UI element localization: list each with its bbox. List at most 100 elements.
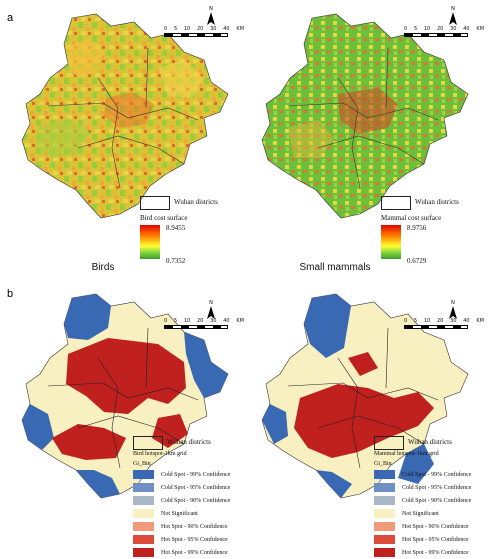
north-label: N: [209, 300, 213, 306]
scale-tick: 0: [164, 318, 168, 324]
panel-label-b: b: [7, 288, 14, 300]
scale-tick: 5: [413, 26, 418, 32]
scale-tick: 20: [197, 26, 204, 32]
gi-bin-label: Not Significant: [402, 510, 439, 517]
scale-tick: 40: [223, 26, 230, 32]
legend-districts: Wuhan districts: [415, 198, 459, 206]
caption-small-mammals: Small mammals: [299, 262, 371, 273]
panel-label-a: a: [7, 12, 14, 24]
gi-bin-swatch: [374, 496, 395, 505]
scale-tick: 0: [404, 26, 408, 32]
gi-bin-swatch: [133, 548, 154, 557]
gi-bin-swatch: [374, 522, 395, 531]
gi-bin-swatch: [133, 470, 154, 479]
gi-bin-label: Hot Spot - 90% Confidence: [402, 523, 469, 530]
scale-tick: 40: [463, 26, 470, 32]
gi-bin-label: Cold Spot - 95% Confidence: [161, 484, 231, 491]
legend-min: 0.6729: [407, 257, 427, 265]
district-swatch: [381, 195, 411, 210]
gi-bin-label: Cold Spot - 95% Confidence: [402, 484, 472, 491]
scale-tick: 10: [183, 26, 191, 32]
gi-bin-label: Cold Spot - 90% Confidence: [402, 497, 472, 504]
mammal-hotspot-legend: Wuhan districts Mammal hotspot-1km grid …: [374, 435, 472, 559]
gi-bin-label: Hot Spot - 99% Confidence: [161, 549, 228, 556]
legend-field: Gi_Bin: [374, 460, 392, 467]
mammal-cost-legend: Wuhan districts Mammal cost surface 8.97…: [381, 195, 459, 265]
north-arrow: N: [447, 6, 459, 28]
scale-tick: 0: [164, 26, 168, 32]
cost-gradient-ramp: [381, 225, 401, 259]
scale-tick: 20: [437, 26, 444, 32]
legend-title: Bird hotspot-1km grid: [133, 451, 187, 457]
scale-tick: 5: [173, 26, 178, 32]
scale-tick: 10: [423, 318, 431, 324]
bird-cost-scalebar: 0 5 10 20 30 40 KM: [164, 26, 244, 37]
gi-bin-swatch: [374, 470, 395, 479]
gi-bin-label: Hot Spot - 95% Confidence: [161, 536, 228, 543]
scale-unit: KM: [236, 26, 244, 32]
scale-tick: 10: [183, 318, 191, 324]
north-arrow: N: [205, 6, 217, 28]
legend-max: 8.9756: [407, 224, 427, 232]
bird-hotspot-scalebar: 0 5 10 20 30 40 KM: [164, 318, 244, 329]
cost-gradient-ramp: [140, 225, 160, 259]
north-arrow: N: [205, 300, 217, 322]
north-label: N: [209, 6, 213, 12]
gi-bin-label: Hot Spot - 99% Confidence: [402, 549, 469, 556]
district-swatch: [133, 435, 163, 450]
legend-districts: Wuhan districts: [408, 438, 452, 446]
mammal-hotspot-map: [261, 293, 469, 499]
scale-tick: 5: [413, 318, 418, 324]
gi-bin-swatch: [374, 548, 395, 557]
gi-bin-swatch: [133, 522, 154, 531]
mammal-hotspot-scalebar: 0 5 10 20 30 40 KM: [404, 318, 484, 329]
north-label: N: [451, 300, 455, 306]
scale-tick: 30: [450, 26, 457, 32]
scale-tick: 30: [210, 26, 217, 32]
district-swatch: [140, 195, 170, 210]
scale-unit: KM: [476, 318, 484, 324]
legend-title: Bird cost surface: [140, 214, 188, 222]
legend-max: 8.9455: [166, 224, 186, 232]
north-arrow-icon: [449, 12, 457, 25]
legend-title: Mammal cost surface: [381, 214, 442, 222]
bird-hotspot-map: [21, 293, 229, 499]
bird-cost-map: [21, 13, 229, 219]
legend-title: Mammal hotspot-1km grid: [374, 451, 439, 457]
scale-tick: 30: [210, 318, 217, 324]
scale-tick: 40: [463, 318, 470, 324]
gi-bin-swatch: [374, 509, 395, 518]
legend-districts: Wuhan districts: [174, 198, 218, 206]
mammal-cost-map: [261, 13, 469, 219]
gi-bin-label: Cold Spot - 99% Confidence: [402, 471, 472, 478]
mammal-cost-scalebar: 0 5 10 20 30 40 KM: [404, 26, 484, 37]
scale-unit: KM: [236, 318, 244, 324]
gi-bin-swatch: [374, 535, 395, 544]
gi-bin-swatch: [133, 509, 154, 518]
gi-bin-label: Cold Spot - 90% Confidence: [161, 497, 231, 504]
scale-tick: 20: [437, 318, 444, 324]
gi-bin-label: Not Significant: [161, 510, 198, 517]
legend-min: 0.7352: [166, 257, 186, 265]
scale-tick: 20: [197, 318, 204, 324]
caption-birds: Birds: [91, 262, 115, 273]
gi-bin-swatch: [133, 483, 154, 492]
scale-tick: 30: [450, 318, 457, 324]
gi-bin-swatch: [133, 535, 154, 544]
north-label: N: [451, 6, 455, 12]
district-swatch: [374, 435, 404, 450]
gi-bin-swatch: [374, 483, 395, 492]
scale-tick: 0: [404, 318, 408, 324]
legend-field: Gi_Bin: [133, 460, 151, 467]
bird-cost-legend: Wuhan districts Bird cost surface 8.9455…: [140, 195, 218, 265]
gi-bin-label: Hot Spot - 90% Confidence: [161, 523, 228, 530]
gi-bin-label: Cold Spot - 99% Confidence: [161, 471, 231, 478]
bird-hotspot-legend: Wuhan districts Bird hotspot-1km grid Gi…: [133, 435, 231, 559]
north-arrow-icon: [207, 306, 215, 319]
north-arrow: N: [447, 300, 459, 322]
scale-tick: 40: [223, 318, 230, 324]
gi-bin-swatch: [133, 496, 154, 505]
north-arrow-icon: [207, 12, 215, 25]
scale-tick: 10: [423, 26, 431, 32]
scale-tick: 5: [173, 318, 178, 324]
